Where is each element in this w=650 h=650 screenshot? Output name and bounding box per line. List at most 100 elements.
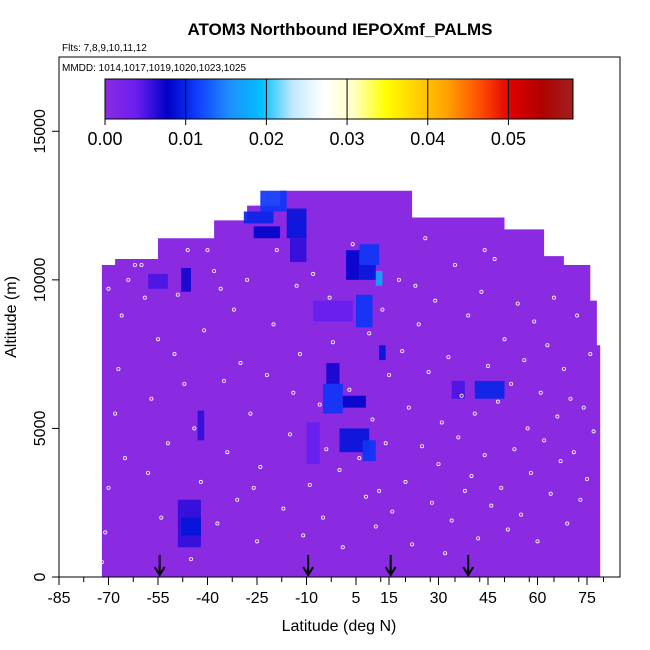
sample-point xyxy=(446,355,451,360)
heatmap-cell xyxy=(181,517,201,536)
sample-point xyxy=(123,456,128,461)
sample-point xyxy=(476,536,481,541)
sample-point xyxy=(245,277,250,282)
sample-point xyxy=(469,473,474,478)
sample-point xyxy=(291,390,296,395)
sample-point xyxy=(390,509,395,514)
sample-point xyxy=(106,485,111,490)
sample-point xyxy=(146,470,151,475)
sample-point xyxy=(221,378,226,383)
heatmap-cell xyxy=(379,345,386,361)
sample-point xyxy=(413,283,418,288)
colorbar-tick-label: 0.03 xyxy=(330,129,365,149)
heatmap-cell xyxy=(243,211,274,224)
x-tick-label: -25 xyxy=(245,590,268,607)
sample-point xyxy=(106,286,111,291)
sample-point xyxy=(410,542,415,547)
sample-point xyxy=(505,527,510,532)
sample-point xyxy=(113,411,118,416)
chart-title: ATOM3 Northbound IEPOXmf_PALMS xyxy=(187,20,492,39)
sample-point xyxy=(555,414,560,419)
sample-point xyxy=(542,438,547,443)
y-tick-label: 10000 xyxy=(32,258,49,303)
x-tick-label: -55 xyxy=(146,590,169,607)
sample-point xyxy=(182,381,187,386)
sample-point xyxy=(274,248,279,253)
sample-point xyxy=(485,364,490,369)
heatmap-cell xyxy=(306,422,320,465)
sample-point xyxy=(126,277,131,282)
sample-point xyxy=(591,429,596,434)
sample-point xyxy=(561,366,566,371)
sample-point xyxy=(311,271,316,276)
heatmap-cell xyxy=(323,383,343,414)
sample-point xyxy=(218,286,223,291)
heatmap-cell xyxy=(356,294,373,328)
sample-point xyxy=(142,295,147,300)
sample-point xyxy=(357,456,362,461)
sample-point xyxy=(449,518,454,523)
sample-point xyxy=(99,560,104,565)
sample-point xyxy=(538,390,543,395)
sample-point xyxy=(297,352,302,357)
sample-point xyxy=(363,494,368,499)
sample-point xyxy=(370,417,375,422)
sample-point xyxy=(406,405,411,410)
sample-point xyxy=(185,248,190,253)
y-axis: 0 5000 10000 15000 xyxy=(32,109,59,581)
sample-point xyxy=(386,372,391,377)
x-tick-label: 15 xyxy=(380,590,398,607)
sample-point xyxy=(459,393,464,398)
sample-point xyxy=(251,485,256,490)
arrow-marker xyxy=(384,555,397,577)
sample-point xyxy=(198,479,203,484)
heatmap-cell xyxy=(346,250,360,280)
sample-point xyxy=(367,331,372,336)
arrow-marker xyxy=(302,555,314,577)
sample-point xyxy=(340,545,345,550)
sample-point xyxy=(565,521,570,526)
sample-point xyxy=(548,491,553,496)
heatmap-cell xyxy=(474,380,505,399)
sample-point xyxy=(202,328,207,333)
sample-point xyxy=(205,248,210,253)
sample-point xyxy=(396,277,401,282)
sample-point xyxy=(383,441,388,446)
flights-label: Flts: 7,8,9,10,11,12 xyxy=(62,43,147,54)
sample-point xyxy=(585,476,590,481)
sample-point xyxy=(350,242,355,247)
sample-point xyxy=(377,488,382,493)
sample-point xyxy=(132,262,137,267)
sample-point xyxy=(149,396,154,401)
sample-point xyxy=(452,262,457,267)
sample-point xyxy=(294,283,299,288)
x-tick-label: 60 xyxy=(529,590,547,607)
sample-point xyxy=(347,387,352,392)
sample-point xyxy=(327,295,332,300)
x-tick-label: -10 xyxy=(295,590,318,607)
arrow-head xyxy=(384,566,397,577)
sample-point xyxy=(558,459,563,464)
sample-point xyxy=(482,248,487,253)
sample-point xyxy=(552,295,557,300)
heatmap-cell xyxy=(286,208,307,239)
sample-point xyxy=(380,307,385,312)
sample-point xyxy=(320,515,325,520)
sample-point xyxy=(301,533,306,538)
sample-point xyxy=(509,381,514,386)
sample-point xyxy=(330,340,335,345)
heatmap-cell xyxy=(359,265,376,280)
sample-point xyxy=(155,337,160,342)
x-tick-label: 30 xyxy=(430,590,448,607)
heatmap-cell xyxy=(359,244,380,265)
sample-point xyxy=(119,313,124,318)
sample-point xyxy=(103,530,108,535)
x-tick-label: -70 xyxy=(97,590,120,607)
sample-point xyxy=(159,515,164,520)
heatmap-cell xyxy=(342,395,366,408)
heatmap-cell xyxy=(197,410,205,441)
sample-point xyxy=(235,497,240,502)
sample-point xyxy=(254,539,259,544)
heatmap-cell xyxy=(375,270,383,286)
sample-point xyxy=(443,551,448,556)
